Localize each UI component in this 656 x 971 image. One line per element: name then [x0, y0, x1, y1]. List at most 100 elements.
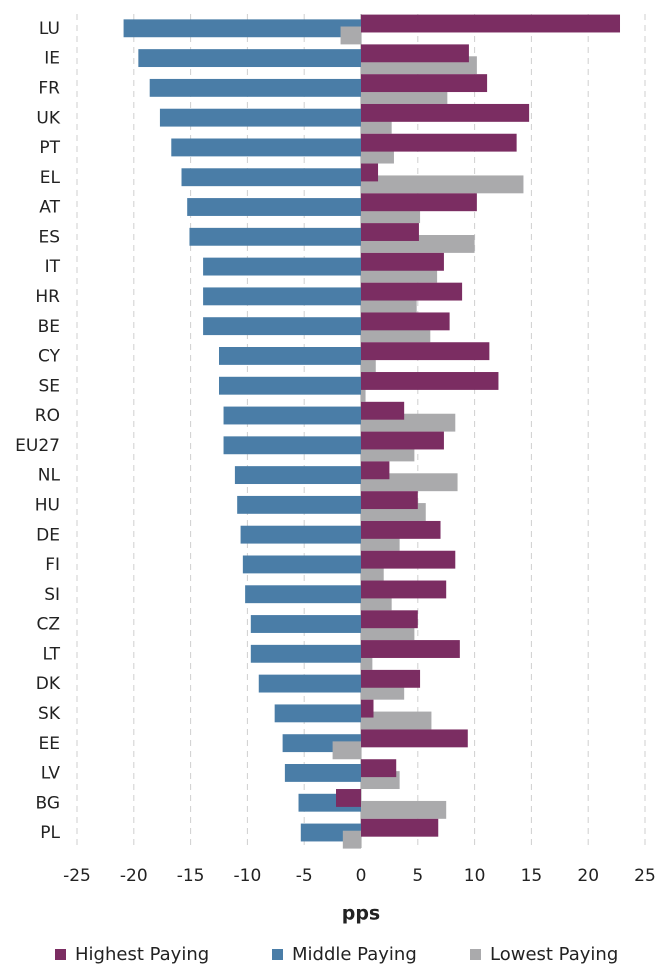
bar — [242, 555, 361, 574]
legend-swatch — [470, 949, 481, 960]
bar — [336, 789, 361, 807]
legend-label: Middle Paying — [292, 944, 417, 965]
bar — [361, 252, 444, 271]
bar — [361, 312, 450, 331]
bar — [361, 282, 463, 301]
bar — [342, 830, 361, 849]
x-tick-label: 25 — [634, 866, 656, 886]
y-tick-label: DE — [36, 525, 60, 545]
x-tick-label: 0 — [356, 866, 367, 886]
y-tick-label: LT — [42, 644, 60, 664]
bar — [250, 615, 361, 633]
bar — [223, 436, 361, 455]
bar — [245, 585, 361, 604]
bar — [361, 74, 488, 93]
x-tick-label: -5 — [296, 866, 313, 886]
bar — [361, 610, 418, 629]
y-tick-label: EL — [40, 168, 61, 188]
legend-label: Highest Paying — [75, 944, 209, 965]
bar — [361, 175, 524, 194]
bar — [361, 699, 374, 718]
y-tick-label: PT — [39, 138, 60, 158]
y-tick-label: FI — [45, 555, 60, 575]
y-tick-label: ES — [38, 227, 60, 247]
y-tick-label: FR — [38, 78, 60, 98]
x-axis-label: pps — [342, 903, 381, 925]
bar — [361, 133, 517, 152]
bar — [361, 431, 444, 450]
bar — [361, 14, 621, 33]
bar — [361, 163, 379, 182]
bar — [187, 198, 361, 216]
y-tick-label: CZ — [36, 615, 60, 635]
y-tick-label: DK — [36, 674, 61, 694]
bar — [219, 347, 361, 365]
y-tick-label: SK — [38, 704, 61, 724]
x-tick-label: -25 — [63, 866, 91, 886]
y-tick-label: NL — [38, 466, 61, 486]
bar — [123, 19, 362, 38]
y-tick-label: LU — [39, 19, 60, 39]
y-tick-label: HR — [35, 287, 60, 307]
bar — [258, 674, 361, 693]
bar — [274, 704, 361, 723]
legend-label: Lowest Paying — [490, 944, 618, 965]
bar — [361, 729, 468, 748]
bar — [361, 520, 441, 539]
bar — [332, 741, 361, 760]
legend-swatch — [272, 949, 283, 960]
y-tick-label: EU27 — [15, 436, 60, 456]
y-tick-label: BG — [35, 793, 60, 813]
bar — [250, 644, 361, 663]
bar — [361, 223, 419, 241]
x-tick-label: 10 — [464, 866, 486, 886]
bar — [361, 759, 397, 778]
y-tick-label: HU — [35, 495, 60, 515]
bar — [223, 406, 361, 425]
bar — [361, 640, 460, 658]
bar — [203, 317, 361, 336]
x-tick-label: -10 — [234, 866, 262, 886]
bar — [171, 138, 361, 157]
y-tick-label: LV — [41, 764, 61, 784]
bar — [234, 466, 361, 485]
bar — [361, 580, 447, 599]
y-tick-label: BE — [38, 317, 60, 337]
bar — [361, 461, 390, 480]
y-tick-label: SE — [38, 376, 60, 396]
bar — [361, 818, 439, 837]
bar — [361, 193, 477, 212]
bar — [340, 26, 361, 45]
bar — [361, 550, 456, 569]
y-tick-label: IE — [44, 49, 60, 69]
y-tick-label: PL — [40, 823, 60, 843]
bar — [361, 342, 490, 361]
x-tick-label: -15 — [177, 866, 205, 886]
y-tick-label: EE — [39, 734, 60, 754]
bar — [361, 669, 421, 688]
bar — [361, 383, 366, 402]
bar — [237, 495, 361, 514]
bar — [361, 652, 373, 670]
bar — [189, 227, 361, 246]
x-tick-label: 15 — [521, 866, 543, 886]
bar — [361, 711, 432, 730]
bar — [149, 78, 361, 97]
y-tick-label: RO — [35, 406, 60, 426]
y-tick-label: CY — [38, 347, 61, 367]
bar — [240, 525, 361, 544]
legend-swatch — [55, 949, 66, 960]
bar — [203, 257, 361, 276]
bar — [181, 168, 361, 187]
x-tick-label: 20 — [577, 866, 599, 886]
bar — [361, 372, 499, 390]
y-tick-label: UK — [36, 108, 60, 128]
bar — [361, 103, 530, 122]
bar — [361, 800, 447, 819]
y-tick-label: SI — [44, 585, 60, 605]
bar — [138, 49, 361, 68]
y-tick-label: AT — [39, 198, 60, 218]
bar — [361, 401, 405, 420]
bar — [361, 44, 469, 63]
